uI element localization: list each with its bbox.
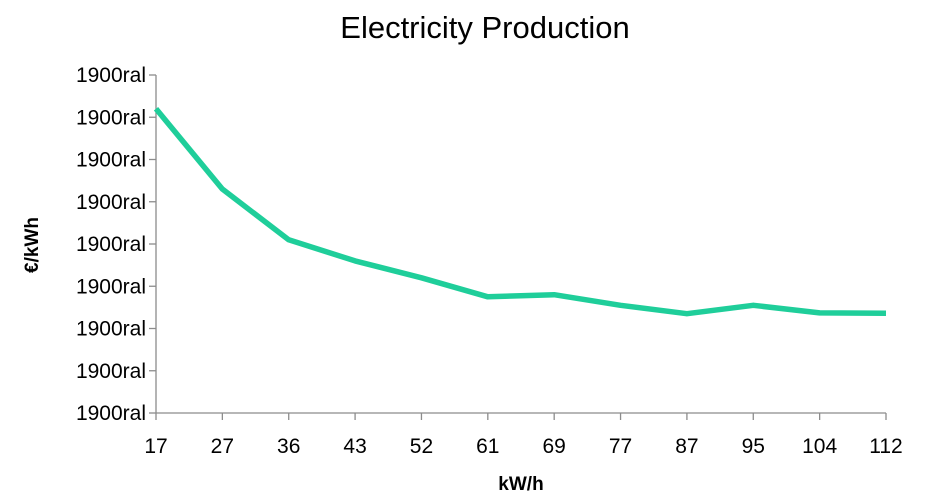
y-tick-label: 1900ral: [76, 402, 146, 425]
chart-title: Electricity Production: [340, 10, 629, 45]
y-tick-label: 1900ral: [76, 233, 146, 256]
x-tick-label: 36: [277, 435, 300, 458]
y-tick-label: 1900ral: [76, 149, 146, 172]
series-line: [153, 107, 887, 317]
x-tick-label: 95: [742, 435, 765, 458]
y-tick-label: 1900ral: [76, 360, 146, 383]
y-tick-label: 1900ral: [76, 275, 146, 298]
x-tick-label: 112: [869, 435, 902, 458]
x-tick-label: 104: [802, 435, 837, 458]
x-axis: 17 27 36 43 52 61 69 77 87 95 104 112: [144, 412, 903, 458]
x-tick-label: 17: [144, 435, 167, 458]
x-tick-label: 87: [675, 435, 698, 458]
y-tick-label: 1900ral: [76, 318, 146, 341]
x-tick-label: 69: [543, 435, 566, 458]
series-layer: [153, 107, 887, 317]
x-tick-label: 27: [211, 435, 234, 458]
y-tick-label: 1900ral: [76, 191, 146, 214]
x-axis-title: kW/h: [498, 474, 543, 495]
y-axis-title: €/kWh: [22, 217, 43, 273]
x-tick-label: 77: [609, 435, 632, 458]
y-axis: 1900ral 1900ral 1900ral 1900ral 1900ral 1900r…: [76, 64, 157, 425]
y-tick-label: 1900ral: [76, 64, 146, 87]
x-tick-label: 43: [343, 435, 366, 458]
y-tick-label: 1900ral: [76, 106, 146, 129]
x-tick-label: 61: [476, 435, 499, 458]
x-tick-label: 52: [410, 435, 433, 458]
